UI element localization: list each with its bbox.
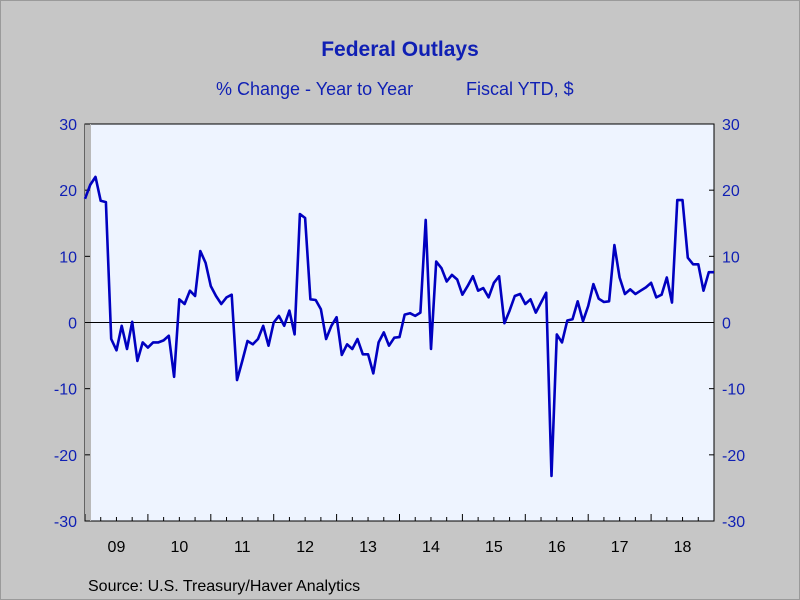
y-tick-label-left: 10: [59, 249, 77, 266]
y-tick-label-left: -30: [54, 514, 77, 531]
y-tick-label-left: 0: [68, 316, 77, 333]
y-tick-label-right: -10: [722, 382, 745, 399]
x-tick-label: 18: [674, 539, 692, 556]
x-tick-label: 10: [170, 539, 188, 556]
x-tick-label: 14: [422, 539, 440, 556]
series-line: [83, 175, 714, 478]
y-tick-label-right: 20: [722, 183, 740, 200]
x-tick-label: 17: [611, 539, 629, 556]
x-tick-label: 16: [548, 539, 566, 556]
x-tick-label: 11: [234, 539, 251, 556]
y-tick-label-right: 0: [722, 316, 731, 333]
x-tick-label: 12: [296, 539, 314, 556]
chart-subtitle-right: Fiscal YTD, $: [466, 79, 574, 99]
y-tick-label-left: -10: [54, 382, 77, 399]
y-tick-label-left: -20: [54, 448, 77, 465]
y-tick-label-right: -20: [722, 448, 745, 465]
y-tick-label-left: 30: [59, 117, 77, 134]
y-tick-label-left: 20: [59, 183, 77, 200]
x-tick-label: 09: [108, 539, 126, 556]
y-tick-label-right: 30: [722, 117, 740, 134]
chart-title: Federal Outlays: [321, 38, 479, 61]
y-tick-label-right: 10: [722, 249, 740, 266]
source-note: Source: U.S. Treasury/Haver Analytics: [88, 578, 361, 595]
chart-subtitle-left: % Change - Year to Year: [216, 79, 414, 99]
y-tick-label-right: -30: [722, 514, 745, 531]
x-tick-label: 13: [359, 539, 377, 556]
x-tick-label: 15: [485, 539, 503, 556]
